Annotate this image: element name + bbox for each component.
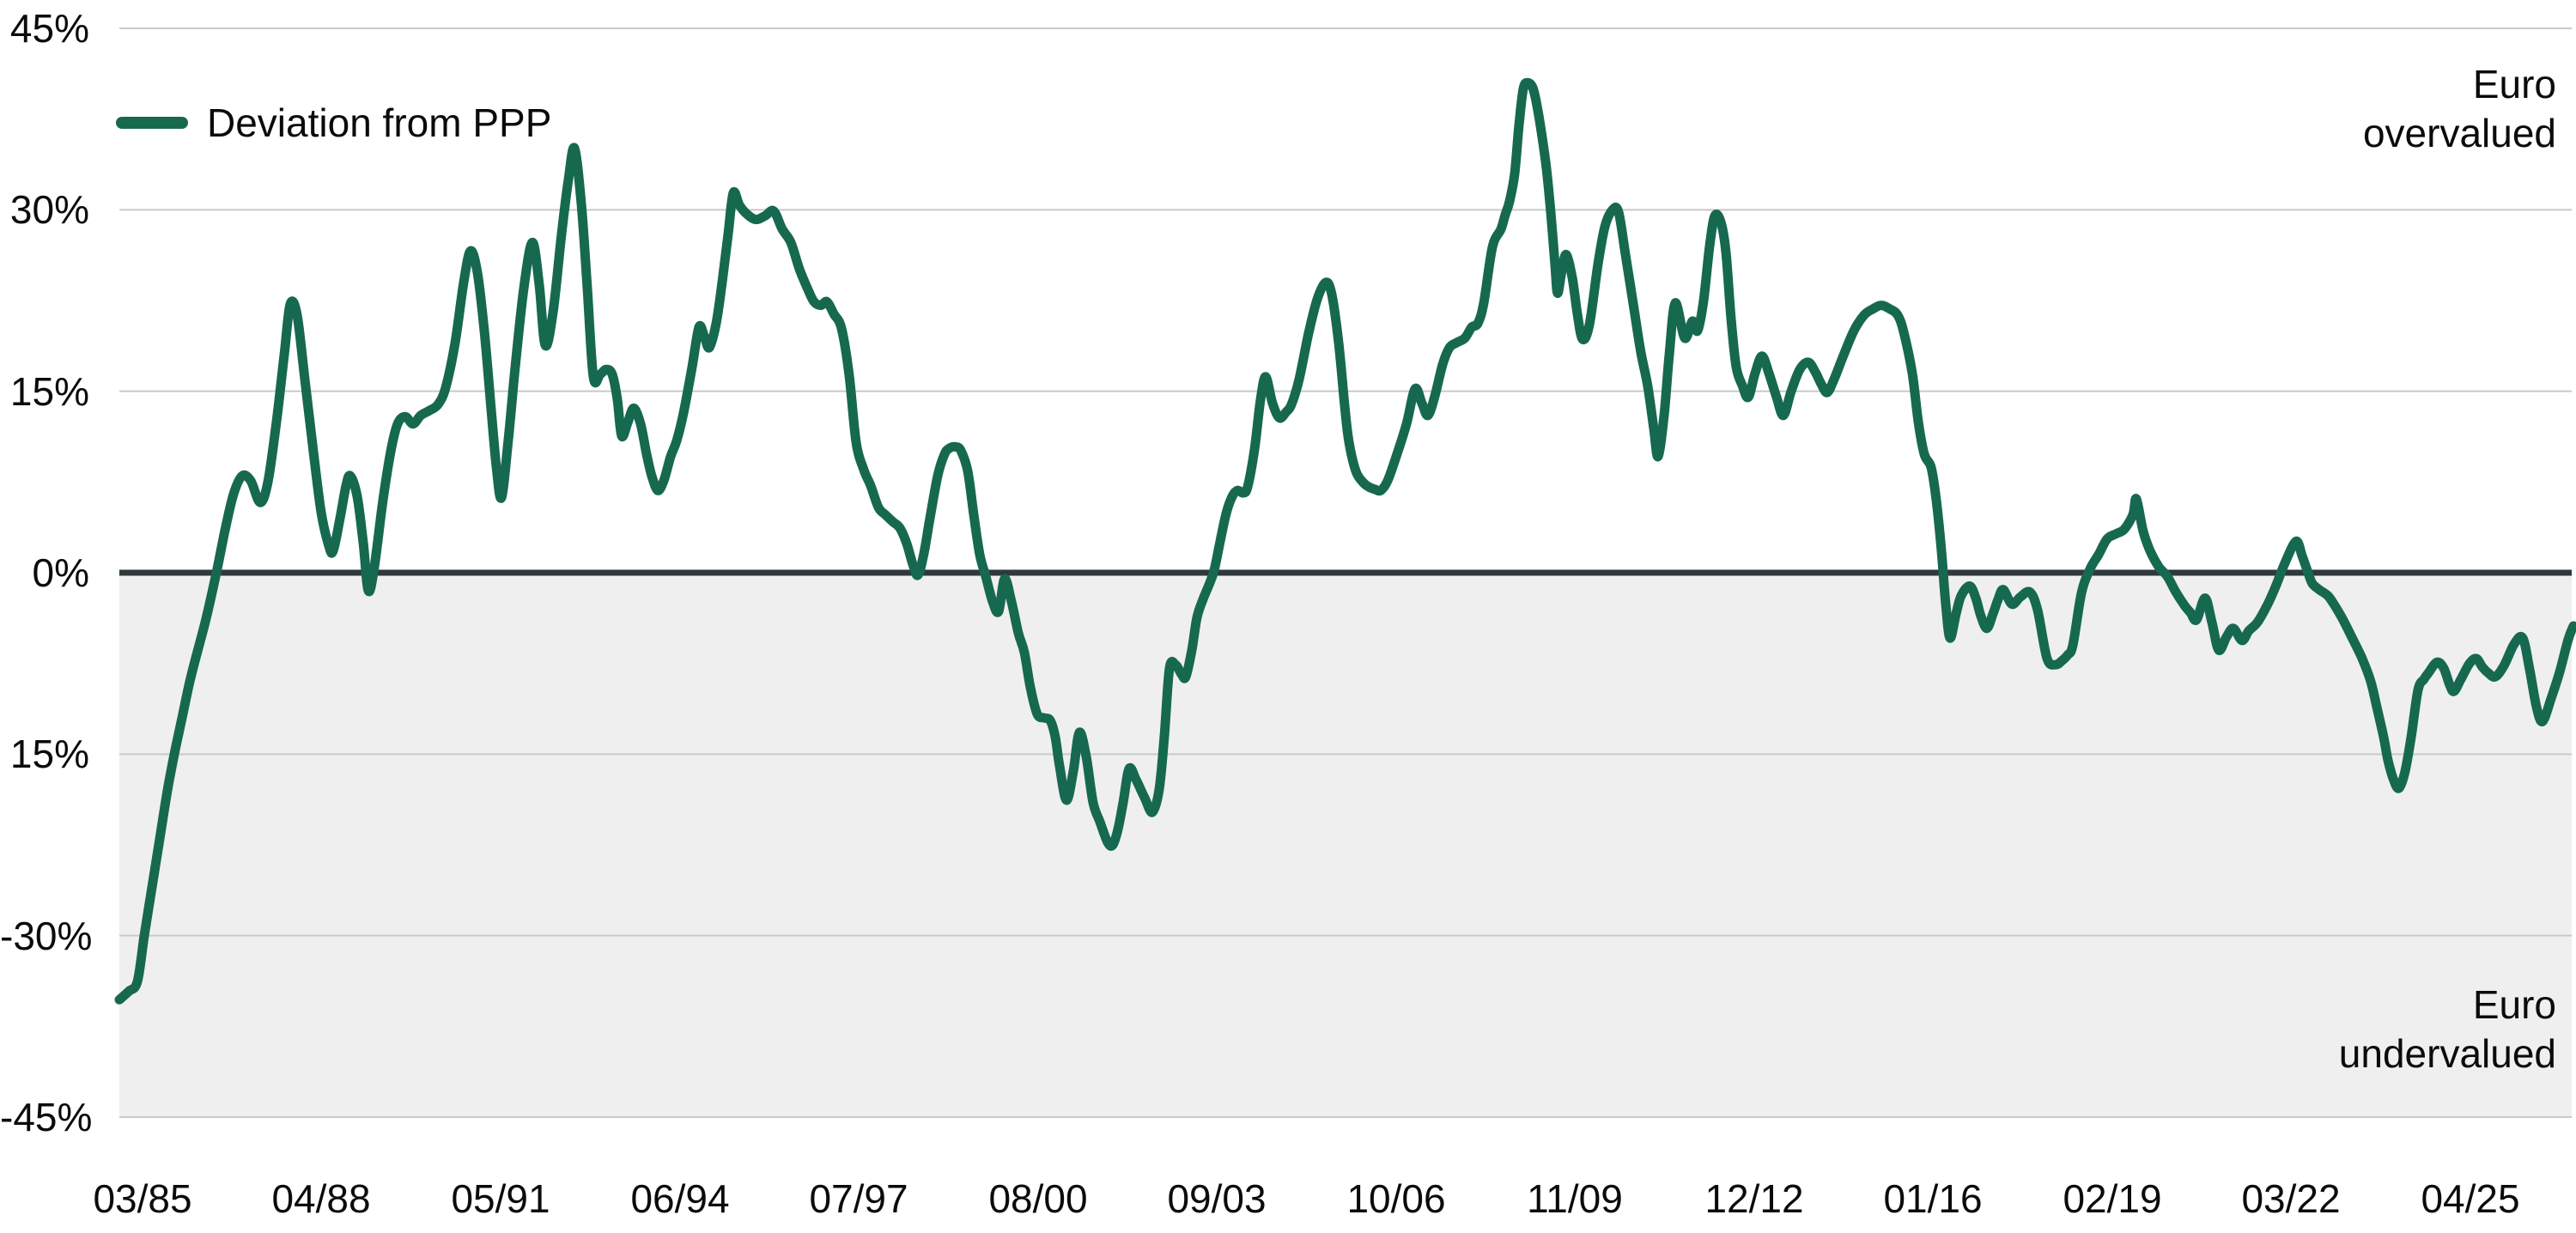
annotation-line: undervalued [2338, 1031, 2556, 1076]
annotation-line: Euro [2472, 982, 2556, 1027]
legend: Deviation from PPP [116, 98, 551, 148]
x-axis-label: 02/19 [2063, 1176, 2162, 1221]
x-axis-label: 11/09 [1527, 1176, 1623, 1221]
x-axis-label: 01/16 [1883, 1176, 1983, 1221]
series-line-deviation-from-ppp [114, 77, 2576, 1005]
x-axis-label: 04/25 [2421, 1176, 2520, 1221]
x-axis-label: 10/06 [1346, 1176, 1446, 1221]
y-axis-label: 15% [9, 732, 89, 777]
y-axis-label: 15% [9, 368, 89, 414]
x-axis-label: 08/00 [988, 1176, 1088, 1221]
x-axis-label: 07/97 [809, 1176, 908, 1221]
x-axis-label: 05/91 [451, 1176, 550, 1221]
annotation-euro-undervalued: Euro undervalued [2339, 981, 2556, 1078]
y-axis-label: 45% [9, 6, 89, 51]
x-axis-label: 03/85 [93, 1176, 192, 1221]
x-axis-label: 03/22 [2241, 1176, 2341, 1221]
annotation-line: Euro [2472, 62, 2556, 106]
y-axis-label: 30% [9, 187, 89, 233]
annotation-euro-overvalued: Euro overvalued [2363, 60, 2556, 158]
x-axis-label: 04/88 [271, 1176, 371, 1221]
legend-line-swatch [116, 117, 188, 129]
y-axis-label: -30% [0, 913, 93, 958]
legend-label: Deviation from PPP [207, 100, 552, 145]
annotation-line: overvalued [2362, 111, 2556, 155]
y-axis-label: -45% [0, 1095, 93, 1139]
x-axis-label: 06/94 [630, 1176, 730, 1221]
x-axis-label: 12/12 [1704, 1176, 1804, 1221]
undervalued-shade-region [119, 573, 2572, 1117]
x-axis-label: 09/03 [1167, 1176, 1267, 1221]
y-axis-label: 0% [32, 550, 89, 595]
